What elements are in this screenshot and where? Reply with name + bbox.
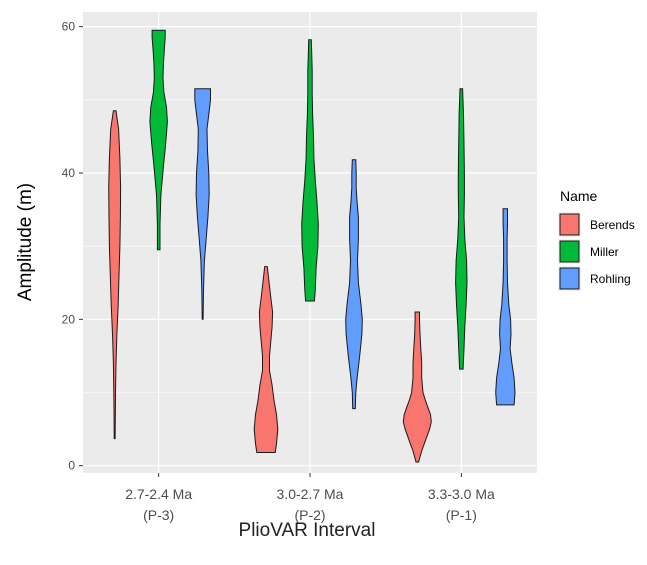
y-axis-ticks: 0 20 40 60 (62, 20, 83, 473)
violin-berends-2 (253, 266, 279, 453)
legend-title: Name (560, 188, 598, 204)
y-axis-label: Amplitude (m) (15, 183, 36, 301)
legend-label-berends: Berends (590, 218, 635, 232)
x-tick-label: (P-2) (294, 507, 325, 523)
violin-rohling-1 (194, 88, 211, 320)
violin-berends-3 (402, 311, 432, 463)
violin-miller-1 (149, 29, 168, 251)
y-tick-label: 20 (62, 312, 76, 326)
x-tick-label: (P-1) (446, 507, 477, 523)
x-axis-label: PlioVAR Interval (239, 520, 376, 541)
y-tick-label: 60 (62, 20, 76, 34)
y-tick-label: 0 (68, 459, 75, 473)
legend-entries: Berends Miller Rohling (558, 212, 635, 291)
y-tick-label: 40 (62, 166, 76, 180)
violin-berends-1 (108, 110, 122, 440)
violins (108, 29, 516, 463)
legend-swatch-berends (559, 213, 580, 236)
legend-label-rohling: Rohling (590, 272, 631, 286)
violin-rohling-3 (495, 208, 516, 406)
x-tick-label: 3.0-2.7 Ma (277, 486, 344, 502)
x-tick-label: 3.3-3.0 Ma (428, 486, 495, 502)
x-tick-label: (P-3) (143, 507, 174, 523)
violin-miller-3 (455, 88, 468, 370)
x-axis-ticks: 2.7-2.4 Ma (P-3) 3.0-2.7 Ma (P-2) 3.3-3.0 Ma… (125, 473, 495, 523)
legend-swatch-miller (559, 240, 580, 263)
violin-rohling-2 (345, 159, 363, 410)
legend-swatch-rohling (559, 267, 580, 290)
legend-label-miller: Miller (590, 245, 619, 259)
violin-miller-2 (301, 39, 319, 302)
x-tick-label: 2.7-2.4 Ma (125, 486, 192, 502)
legend: Name Berends Miller Rohling (558, 188, 635, 291)
